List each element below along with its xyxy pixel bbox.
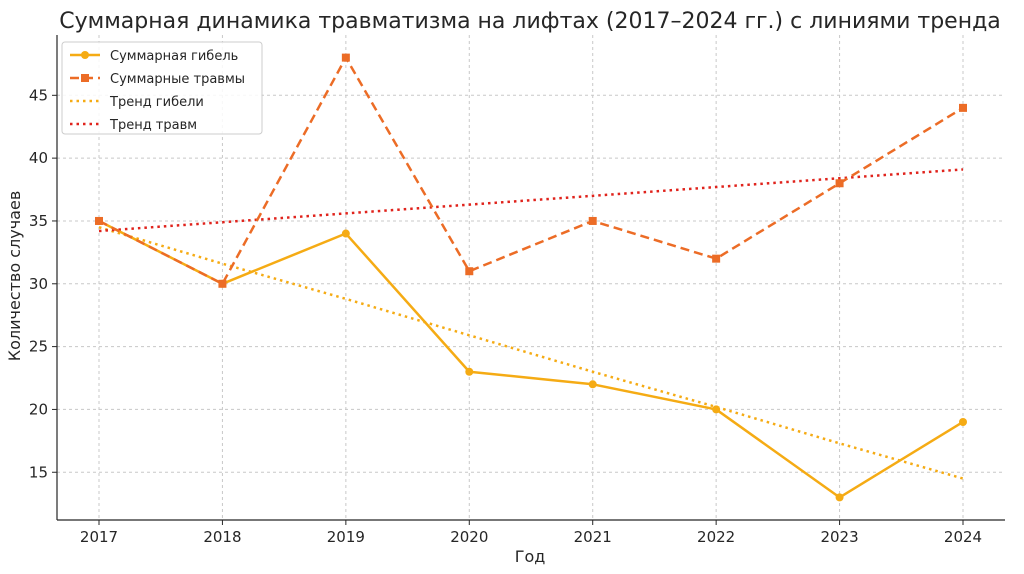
data-point-circle	[341, 229, 350, 238]
y-tick-label: 25	[29, 338, 48, 356]
x-axis-label: Год	[515, 547, 546, 566]
data-point-circle	[959, 417, 967, 426]
series-line-2	[98, 226, 964, 480]
y-tick-label: 20	[29, 400, 48, 418]
legend-label: Суммарная гибель	[110, 49, 238, 64]
legend-label: Тренд травм	[109, 118, 197, 133]
x-tick-label: 2018	[203, 528, 241, 546]
data-point-square	[712, 254, 721, 263]
plot-series	[95, 53, 967, 502]
legend-marker-circle	[81, 51, 89, 59]
legend: Суммарная гибель Суммарные травмы Тренд ги…	[61, 41, 263, 135]
x-tick-label: 2024	[944, 528, 982, 546]
y-tick-label: 45	[29, 86, 48, 104]
y-tick-label: 15	[29, 463, 48, 481]
x-tick-label: 2020	[450, 528, 488, 546]
legend-label: Тренд гибели	[109, 95, 204, 110]
x-tick-label: 2017	[80, 528, 118, 546]
axes	[56, 35, 1005, 521]
data-point-circle	[835, 493, 844, 502]
data-point-square	[95, 216, 103, 225]
y-axis-label: Количество случаев	[5, 191, 24, 362]
x-tick-label: 2023	[820, 528, 858, 546]
x-tick-label: 2021	[574, 528, 612, 546]
legend-label: Суммарные травмы	[110, 72, 245, 87]
chart-title: Суммарная динамика травматизма на лифтах…	[59, 9, 1001, 34]
grid	[57, 35, 1005, 520]
tick-labels: 2017 2018 2019 2020 2021 2022 2023 2024 15 20 25 30…	[29, 86, 982, 546]
data-point-square	[218, 279, 227, 288]
data-point-square	[835, 179, 844, 188]
data-point-square	[465, 267, 474, 276]
y-tick-label: 30	[29, 275, 48, 293]
data-point-circle	[712, 405, 721, 414]
y-tick-label: 35	[29, 212, 48, 230]
series-line-0	[98, 219, 964, 499]
data-point-circle	[588, 380, 597, 389]
series-line-1	[98, 56, 964, 286]
data-point-square	[341, 53, 350, 62]
data-point-square	[959, 103, 967, 112]
x-tick-label: 2022	[697, 528, 735, 546]
data-point-circle	[465, 367, 474, 376]
legend-frame	[61, 41, 263, 135]
series-line-3	[98, 168, 964, 233]
x-tick-label: 2019	[327, 528, 365, 546]
y-tick-label: 40	[29, 149, 48, 167]
data-point-square	[588, 216, 597, 225]
legend-marker-square	[81, 74, 89, 82]
